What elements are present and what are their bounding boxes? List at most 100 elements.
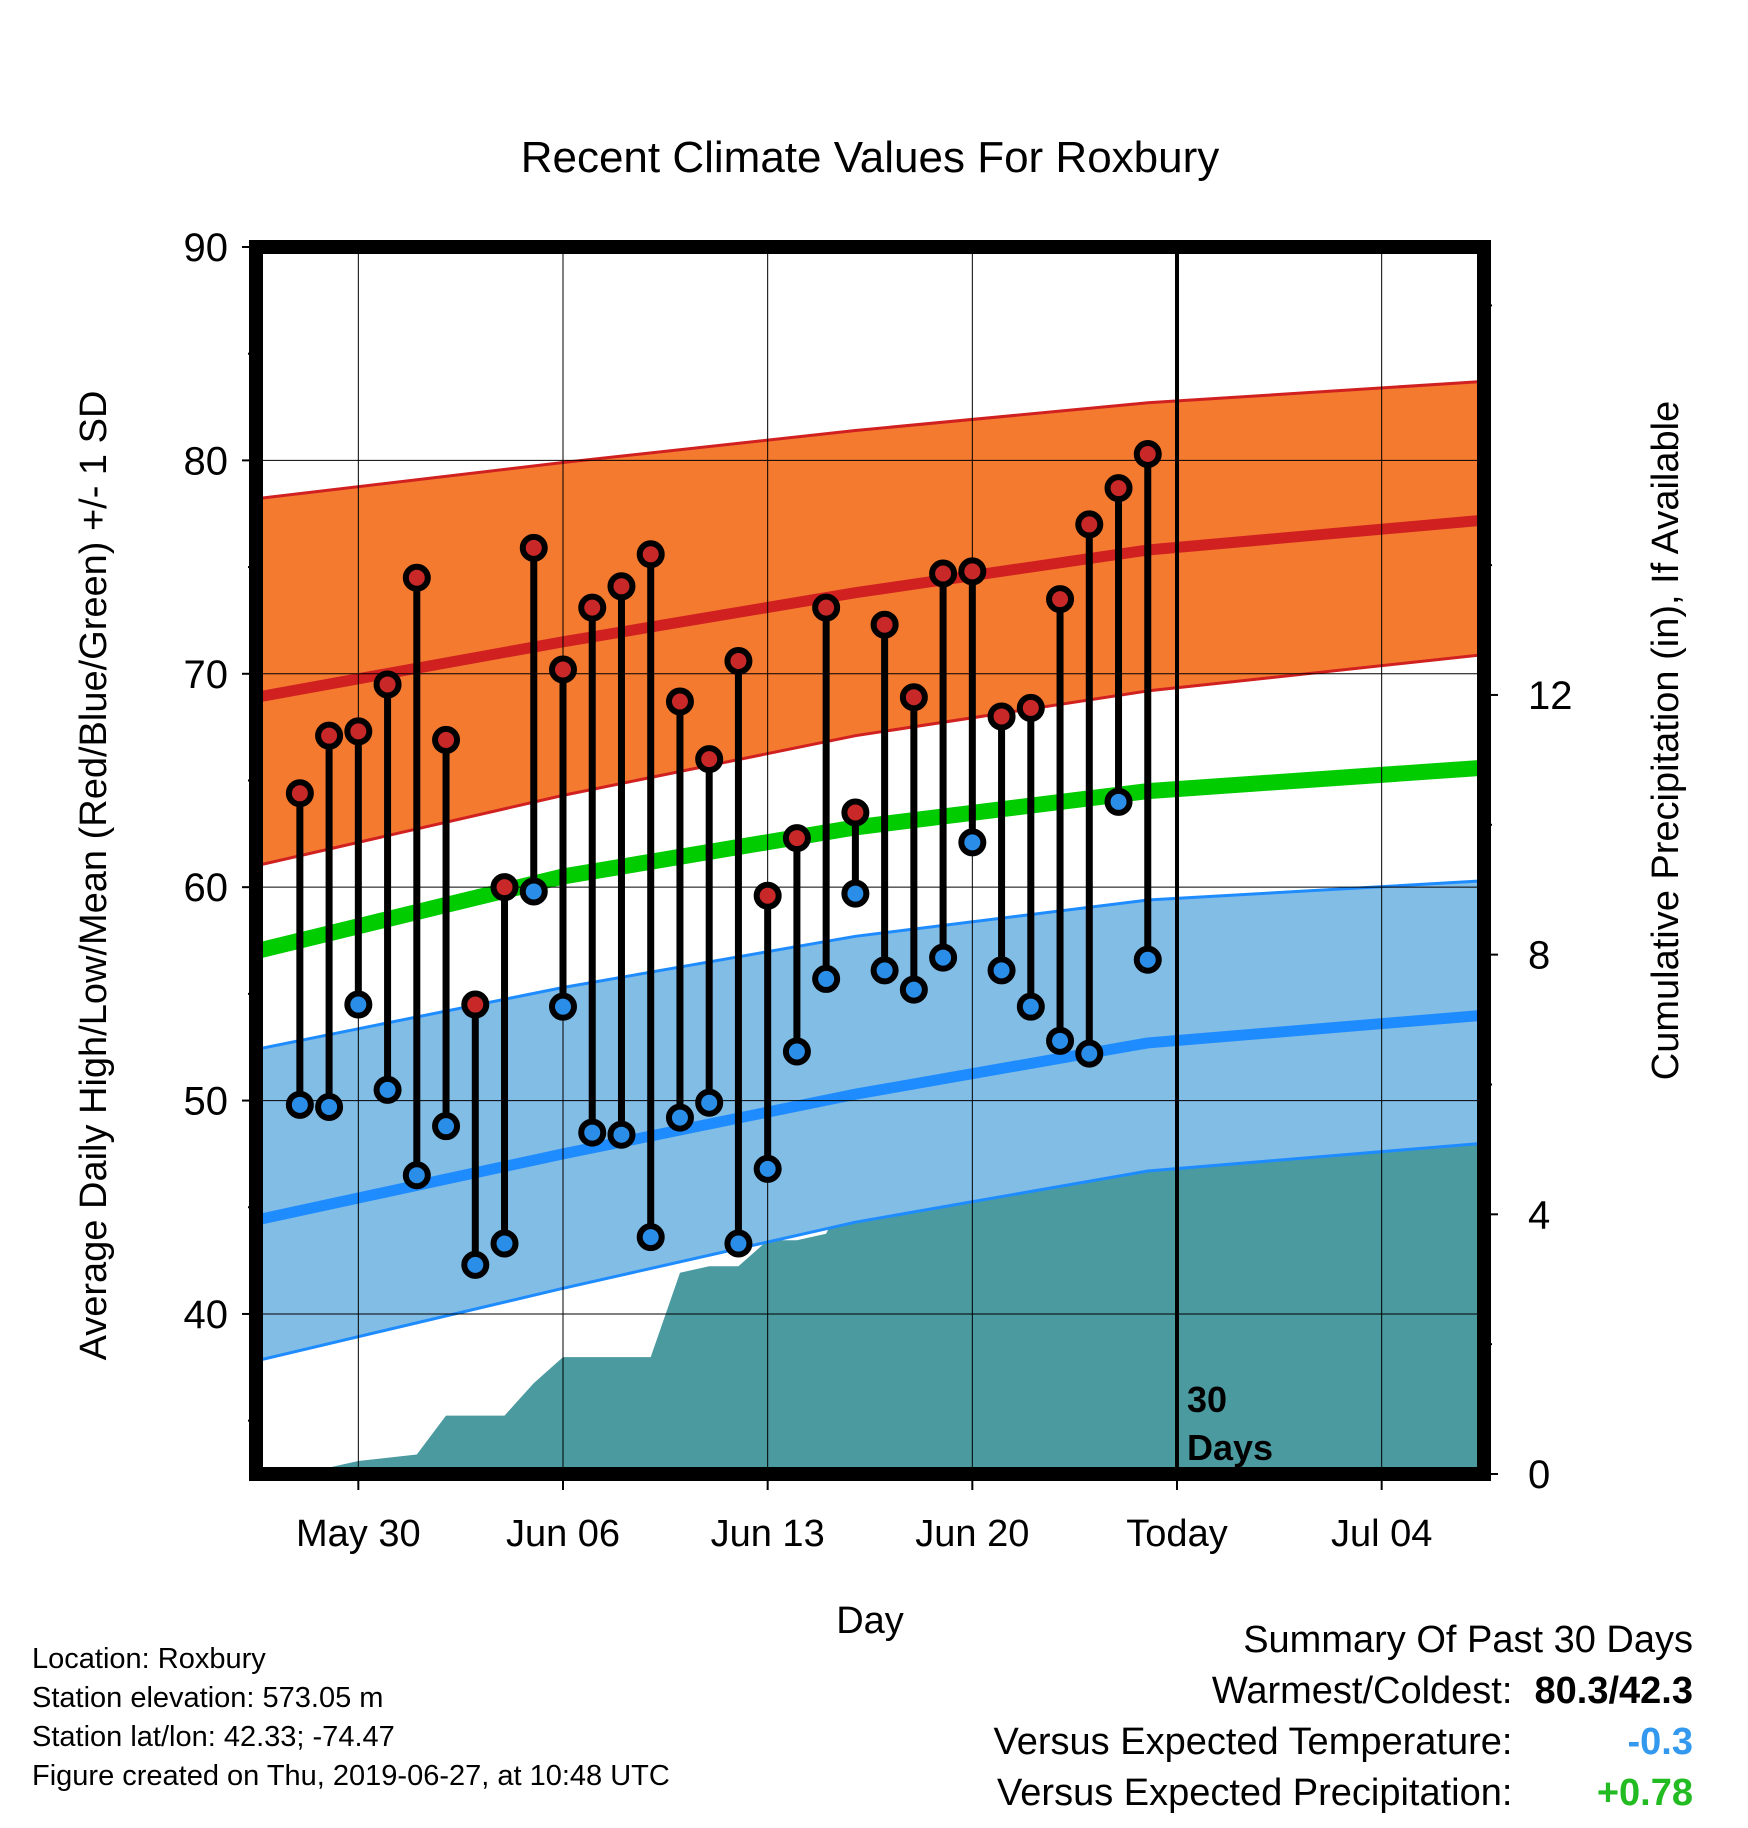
observed-low-point	[695, 1088, 724, 1117]
x-tick-label: Jun 13	[711, 1513, 825, 1555]
warmest-coldest-label: Warmest/Coldest:	[1211, 1670, 1513, 1712]
window-label-number: 30	[1187, 1379, 1227, 1420]
observed-low-point	[315, 1092, 344, 1121]
y2-tick-label: 4	[1528, 1193, 1550, 1237]
observed-low-point	[373, 1075, 402, 1104]
observed-high-point	[958, 557, 987, 586]
observed-low-point	[1046, 1026, 1075, 1055]
observed-low-point	[1016, 992, 1045, 1021]
observed-high-point	[315, 721, 344, 750]
observed-low-point	[285, 1090, 314, 1119]
summary-panel: Summary Of Past 30 Days Warmest/Coldest:…	[994, 1615, 1693, 1819]
plot-frame	[249, 240, 1491, 1481]
observed-high-point	[841, 798, 870, 827]
observed-high-point	[1075, 510, 1104, 539]
observed-low-point	[636, 1223, 665, 1252]
y-tick-label: 40	[184, 1293, 229, 1337]
observed-high-point	[373, 670, 402, 699]
observed-high-point	[812, 593, 841, 622]
observed-low-point	[519, 877, 548, 906]
y-tick-label: 50	[184, 1080, 229, 1124]
y-tick-label: 90	[184, 226, 229, 270]
observed-high-point	[432, 725, 461, 754]
x-tick-label: Jun 20	[915, 1513, 1029, 1555]
y2-tick-label: 0	[1528, 1453, 1550, 1497]
observed-low-point	[929, 943, 958, 972]
observed-low-point	[607, 1120, 636, 1149]
observed-low-point	[578, 1118, 607, 1147]
y-tick-label: 80	[184, 439, 229, 483]
observed-high-point	[490, 873, 519, 902]
observed-low-point	[841, 879, 870, 908]
observed-low-point	[402, 1161, 431, 1190]
low-upper-edge	[256, 879, 1484, 1051]
plot-area: 30 Days	[256, 247, 1484, 1474]
precip-label: Versus Expected Precipitation:	[997, 1772, 1513, 1814]
y2-tick-label: 8	[1528, 934, 1550, 978]
observed-high-point	[1046, 585, 1075, 614]
temp-label: Versus Expected Temperature:	[993, 1721, 1513, 1763]
observed-high-point	[695, 745, 724, 774]
temp-value: -0.3	[1627, 1721, 1693, 1763]
y-tick-label: 60	[184, 866, 229, 910]
y2-axis-label: Cumulative Precipitation (in), If Availa…	[1645, 401, 1687, 1080]
observed-low-point	[432, 1112, 461, 1141]
observed-low-point	[1104, 787, 1133, 816]
y-axis-label: Average Daily High/Low/Mean (Red/Blue/Gr…	[73, 391, 115, 1361]
observed-low-point	[899, 975, 928, 1004]
observed-low-point	[724, 1229, 753, 1258]
created-text: Figure created on Thu, 2019-06-27, at 10…	[32, 1760, 670, 1792]
observed-low-point	[1133, 945, 1162, 974]
observed-high-point	[549, 655, 577, 684]
observed-high-point	[1133, 439, 1162, 468]
observed-high-point	[607, 572, 636, 601]
low-mean-line	[256, 1009, 1484, 1226]
observed-low-point	[665, 1103, 694, 1132]
high-sd-band	[256, 381, 1484, 866]
observed-low-point	[461, 1250, 490, 1279]
x-axis-label: Day	[836, 1600, 904, 1642]
observed-high-point	[929, 559, 958, 588]
window-label-unit: Days	[1187, 1427, 1273, 1468]
summary-temperature: Versus Expected Temperature: -0.3	[994, 1717, 1693, 1768]
observed-low-point	[344, 990, 373, 1019]
observed-high-point	[753, 881, 782, 910]
observed-high-point	[870, 610, 899, 639]
observed-high-point	[578, 593, 607, 622]
x-tick-label: Jun 06	[506, 1513, 620, 1555]
observed-low-point	[1075, 1039, 1104, 1068]
observed-low-point	[782, 1037, 811, 1066]
observed-low-point	[870, 956, 899, 985]
location-text: Location: Roxbury	[32, 1643, 266, 1675]
x-tick-label: Jul 04	[1331, 1513, 1432, 1555]
observed-series	[285, 439, 1162, 1279]
high-mean-line	[256, 514, 1484, 703]
observed-low-point	[987, 956, 1016, 985]
observed-low-point	[812, 964, 841, 993]
chart-title: Recent Climate Values For Roxbury	[521, 133, 1220, 182]
high-upper-edge	[256, 379, 1484, 501]
elevation-text: Station elevation: 573.05 m	[32, 1682, 384, 1714]
y-tick-label: 70	[184, 653, 229, 697]
x-tick-label: May 30	[296, 1513, 421, 1555]
low-lower-edge	[256, 1141, 1484, 1363]
observed-high-point	[461, 990, 490, 1019]
summary-precipitation: Versus Expected Precipitation: +0.78	[994, 1768, 1693, 1819]
station-info: Location: Roxbury Station elevation: 573…	[32, 1640, 670, 1796]
observed-high-point	[665, 687, 694, 716]
observed-high-point	[344, 717, 373, 746]
warmest-coldest-value: 80.3/42.3	[1534, 1670, 1693, 1712]
high-lower-edge	[256, 653, 1484, 868]
observed-high-point	[519, 533, 548, 562]
observed-low-point	[490, 1229, 519, 1258]
observed-high-point	[987, 702, 1016, 731]
y2-tick-label: 12	[1528, 674, 1573, 718]
observed-high-point	[1016, 693, 1045, 722]
observed-low-point	[549, 992, 577, 1021]
observed-low-point	[958, 828, 987, 857]
latlon-text: Station lat/lon: 42.33; -74.47	[32, 1721, 395, 1753]
precip-value: +0.78	[1596, 1772, 1693, 1814]
x-tick-label: Today	[1126, 1513, 1227, 1555]
precip-area	[285, 1116, 1484, 1474]
